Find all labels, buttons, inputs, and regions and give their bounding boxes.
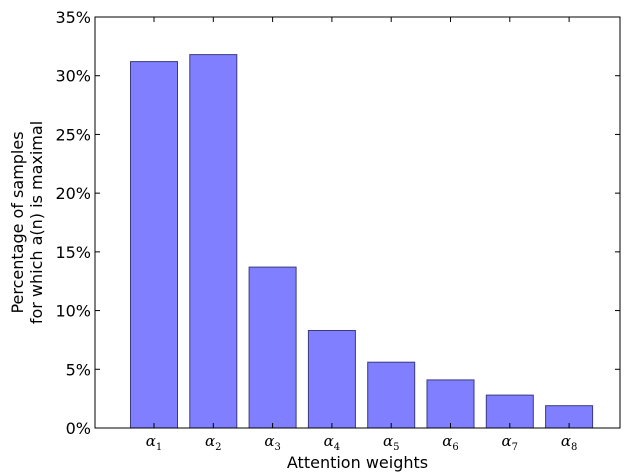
- bar-7: [485, 394, 534, 429]
- y-tick-label: 10%: [55, 302, 91, 321]
- x-tick-label-base: α: [383, 432, 393, 450]
- x-tick-label-sub: 5: [393, 442, 399, 453]
- x-tick-label: α4: [324, 432, 341, 453]
- y-tick-label: 35%: [55, 8, 91, 27]
- bar-4: [307, 330, 356, 429]
- x-tick-label: α5: [383, 432, 400, 453]
- x-tick-label: α2: [205, 432, 222, 453]
- x-tick-label-base: α: [264, 432, 274, 450]
- y-tick-label: 20%: [55, 184, 91, 203]
- y-axis-title-line-1: Percentage of samples: [8, 131, 27, 313]
- bar-2: [189, 54, 238, 429]
- x-tick-label: α7: [502, 432, 519, 453]
- x-tick-label-base: α: [561, 432, 571, 450]
- y-axis-title-line-2: for which a(n) is maximal: [27, 121, 46, 324]
- x-tick-label-sub: 2: [215, 442, 221, 453]
- x-tick-label-base: α: [324, 432, 334, 450]
- y-tick-label: 0%: [66, 419, 91, 438]
- y-tick-label: 15%: [55, 243, 91, 262]
- ticks-layer: [95, 16, 620, 429]
- x-tick-label: α8: [561, 432, 578, 453]
- x-tick-label-sub: 7: [512, 442, 518, 453]
- bar-1: [130, 61, 178, 429]
- x-tick-label-sub: 3: [274, 442, 280, 453]
- x-tick-label-base: α: [442, 432, 452, 450]
- y-tick-label: 5%: [66, 360, 91, 379]
- x-tick-label: α3: [264, 432, 281, 453]
- plot-frame: [94, 16, 621, 429]
- x-tick-label: α1: [146, 432, 163, 453]
- x-tick-label-sub: 4: [334, 442, 340, 453]
- bar-3: [248, 266, 297, 429]
- bar-6: [426, 379, 475, 429]
- y-tick-label: 30%: [55, 67, 91, 86]
- x-tick-label-sub: 1: [156, 442, 162, 453]
- x-tick-label: α6: [442, 432, 459, 453]
- y-axis-title: Percentage of samples for which a(n) is …: [8, 121, 46, 324]
- x-tick-label-base: α: [146, 432, 156, 450]
- y-tick-label: 25%: [55, 125, 91, 144]
- bar-5: [367, 361, 416, 429]
- bars-layer: [130, 54, 594, 429]
- x-tick-label-sub: 6: [452, 442, 458, 453]
- labels-layer: 0%5%10%15%20%25%30%35%α1 α2 α3 α4 α5 α6 α7 α8: [55, 8, 577, 453]
- x-tick-label-base: α: [205, 432, 215, 450]
- x-axis-title: Attention weights: [287, 453, 428, 472]
- x-tick-label-sub: 8: [571, 442, 577, 453]
- x-tick-label-base: α: [502, 432, 512, 450]
